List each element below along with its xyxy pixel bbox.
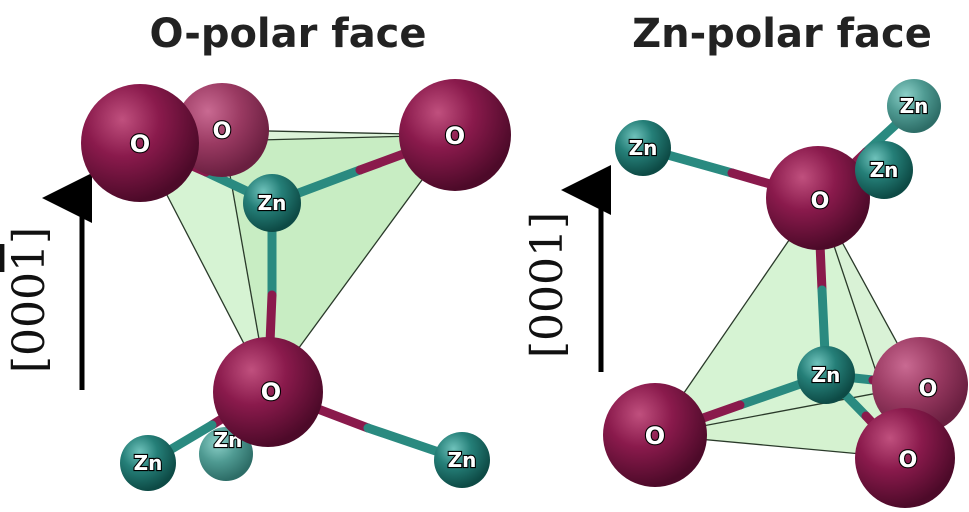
atom-o-top-left: O	[81, 84, 199, 202]
atom-o-center: O	[766, 146, 870, 250]
atom-o-top-right: O	[399, 79, 511, 191]
atom-zn-top-right: Zn	[887, 79, 941, 133]
atom-zn-center: Zn	[797, 346, 855, 404]
atom-o-bottom-left: O	[603, 383, 707, 487]
svg-text:O: O	[919, 377, 938, 402]
svg-text:O: O	[261, 378, 281, 406]
svg-text:O: O	[213, 119, 232, 144]
panel-title-zn-polar: Zn-polar face	[632, 11, 932, 57]
svg-text:[0001]: [0001]	[4, 227, 55, 373]
svg-text:Zn: Zn	[134, 451, 163, 475]
svg-text:O: O	[645, 422, 665, 450]
atom-zn-center: Zn	[243, 174, 301, 232]
svg-text:O: O	[811, 189, 830, 214]
svg-text:Zn: Zn	[870, 158, 899, 182]
svg-text:O: O	[899, 448, 918, 473]
svg-text:[0001]: [0001]	[522, 212, 573, 358]
atom-zn-lower-left: Zn	[120, 435, 176, 491]
atom-zn-upper-left: Zn	[615, 120, 671, 176]
atom-zn-lower-right: Zn	[434, 432, 490, 488]
svg-text:Zn: Zn	[812, 363, 841, 387]
svg-text:Zn: Zn	[448, 448, 477, 472]
svg-text:O: O	[445, 122, 465, 150]
direction-label-left: [0001]	[4, 227, 55, 373]
atom-zn-upper-right: Zn	[855, 141, 913, 199]
direction-label-left-end: ]	[4, 227, 55, 244]
svg-text:Zn: Zn	[258, 191, 287, 215]
atom-o-bottom-right: O	[855, 408, 955, 508]
direction-label-left-digit: 1	[4, 244, 55, 272]
svg-text:O: O	[130, 130, 150, 158]
atom-o-bottom: O	[213, 337, 323, 447]
panel-o-polar: O-polar face [0001]	[4, 11, 511, 491]
direction-label-right-end: ]	[522, 212, 573, 229]
panel-zn-polar: Zn-polar face [0001]	[522, 11, 968, 508]
direction-label-left-base: [000	[4, 272, 55, 373]
direction-label-right: [0001]	[522, 212, 573, 358]
svg-text:Zn: Zn	[900, 94, 929, 118]
panel-title-o-polar: O-polar face	[149, 11, 426, 57]
direction-label-right-base: [0001	[522, 229, 573, 358]
svg-text:Zn: Zn	[629, 136, 658, 160]
